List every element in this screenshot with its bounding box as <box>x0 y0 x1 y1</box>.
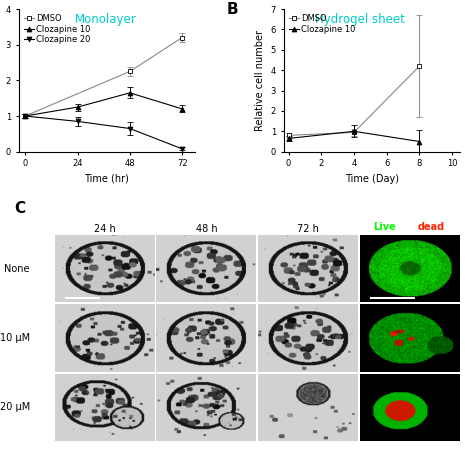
X-axis label: Time (Day): Time (Day) <box>345 174 399 184</box>
Title: 48 h: 48 h <box>195 224 217 234</box>
Text: C: C <box>14 201 25 216</box>
Legend: DMSO, Clozapine 10: DMSO, Clozapine 10 <box>288 13 356 35</box>
Text: 20 μM: 20 μM <box>0 402 30 412</box>
Y-axis label: Relative cell number: Relative cell number <box>255 30 265 131</box>
Text: dead: dead <box>418 221 445 232</box>
Title: 24 h: 24 h <box>94 224 116 234</box>
X-axis label: Time (hr): Time (hr) <box>85 174 129 184</box>
Text: Hydrogel sheet: Hydrogel sheet <box>315 13 405 26</box>
Text: 10 μM: 10 μM <box>0 333 30 343</box>
Text: Monolayer: Monolayer <box>75 13 137 26</box>
Title: 72 h: 72 h <box>297 224 319 234</box>
Text: None: None <box>5 264 30 274</box>
Legend: DMSO, Clozapine 10, Clozapine 20: DMSO, Clozapine 10, Clozapine 20 <box>23 13 91 45</box>
Text: B: B <box>227 2 239 17</box>
Text: Live: Live <box>373 221 396 232</box>
